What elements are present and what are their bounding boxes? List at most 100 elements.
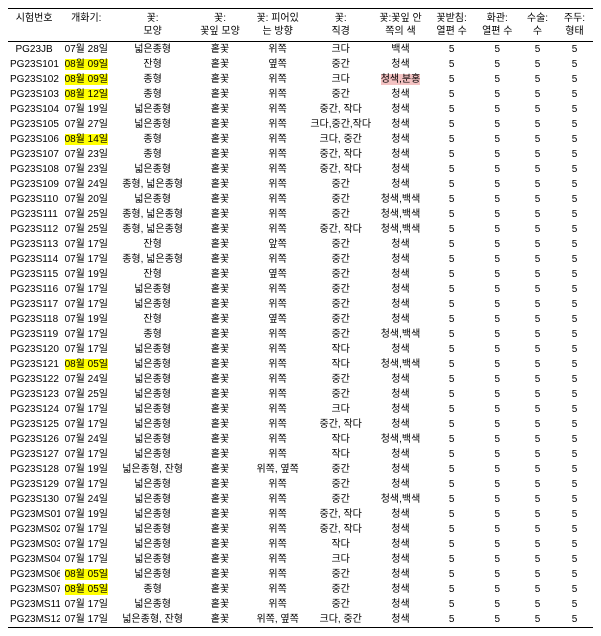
cell: 5: [428, 252, 476, 267]
cell: PG23S130: [8, 492, 60, 507]
cell: 08월 05일: [60, 582, 112, 597]
cell: 5: [428, 267, 476, 282]
cell: PG23S102: [8, 72, 60, 87]
cell: 5: [519, 477, 556, 492]
cell: 잔형: [112, 57, 192, 72]
cell: 종형: [112, 582, 192, 597]
cell: 07월 17일: [60, 342, 112, 357]
cell: 위쪽: [247, 597, 308, 612]
cell: 위쪽: [247, 117, 308, 132]
cell: 종형, 넓은종형: [112, 207, 192, 222]
cell: 5: [556, 282, 593, 297]
cell: 08월 09일: [60, 72, 112, 87]
cell: 종형, 넓은종형: [112, 222, 192, 237]
cell: 5: [428, 432, 476, 447]
cell: 위쪽: [247, 522, 308, 537]
cell: 5: [428, 237, 476, 252]
cell: 위쪽: [247, 432, 308, 447]
cell: 5: [519, 177, 556, 192]
cell: 중간: [308, 492, 373, 507]
cell: 08월 05일: [60, 567, 112, 582]
cell: 5: [476, 117, 519, 132]
cell: 5: [428, 342, 476, 357]
cell: 청색: [373, 447, 427, 462]
cell: 홑꽃: [193, 447, 247, 462]
cell: 위쪽: [247, 477, 308, 492]
cell: 위쪽: [247, 552, 308, 567]
cell: 크다,중간,작다: [308, 117, 373, 132]
cell: 위쪽: [247, 297, 308, 312]
cell: PG23S103: [8, 87, 60, 102]
cell: 5: [556, 597, 593, 612]
cell: 작다: [308, 432, 373, 447]
cell: 5: [428, 522, 476, 537]
table-row: PG23S11607월 17일넓은종형홑꽃위쪽중간청색5555: [8, 282, 593, 297]
cell: 5: [476, 357, 519, 372]
cell: 5: [476, 192, 519, 207]
cell: 넓은종형: [112, 297, 192, 312]
cell: 홑꽃: [193, 192, 247, 207]
cell: 청색,백색: [373, 192, 427, 207]
cell: 5: [428, 312, 476, 327]
cell: 5: [519, 447, 556, 462]
cell: 5: [519, 387, 556, 402]
cell: 5: [519, 42, 556, 58]
cell: 5: [556, 252, 593, 267]
cell: 5: [428, 597, 476, 612]
cell: 위쪽: [247, 582, 308, 597]
cell: 5: [476, 582, 519, 597]
cell: 청색: [373, 567, 427, 582]
cell: 넓은종형: [112, 492, 192, 507]
cell: 홑꽃: [193, 57, 247, 72]
cell: 중간: [308, 252, 373, 267]
cell: 5: [428, 537, 476, 552]
cell: 청색: [373, 462, 427, 477]
cell: 위쪽: [247, 492, 308, 507]
cell: 5: [519, 327, 556, 342]
cell: 넓은종형: [112, 477, 192, 492]
cell: PG23MS12: [8, 612, 60, 628]
cell: 5: [476, 567, 519, 582]
cell: 홑꽃: [193, 327, 247, 342]
table-row: PG23S12407월 17일넓은종형홑꽃위쪽크다청색5555: [8, 402, 593, 417]
col-header-4: 꽃: 피어있는 방향: [247, 9, 308, 42]
cell: 5: [519, 267, 556, 282]
col-header-5: 꽃:직경: [308, 9, 373, 42]
cell: 07월 23일: [60, 147, 112, 162]
cell: 5: [428, 477, 476, 492]
cell: 5: [476, 327, 519, 342]
cell: PG23S104: [8, 102, 60, 117]
cell: 크다, 중간: [308, 132, 373, 147]
cell: 5: [519, 597, 556, 612]
cell: 5: [428, 357, 476, 372]
cell: 5: [519, 117, 556, 132]
cell: 5: [556, 417, 593, 432]
cell: 07월 17일: [60, 477, 112, 492]
cell: PG23MS03: [8, 537, 60, 552]
cell: 07월 24일: [60, 372, 112, 387]
cell: 홑꽃: [193, 597, 247, 612]
cell: PG23S109: [8, 177, 60, 192]
table-row: PG23S11807월 19일잔형홑꽃옆쪽중간청색5555: [8, 312, 593, 327]
cell: 5: [519, 162, 556, 177]
cell: 5: [519, 57, 556, 72]
col-header-9: 수술:수: [519, 9, 556, 42]
cell: 홑꽃: [193, 177, 247, 192]
cell: 5: [556, 72, 593, 87]
cell: 위쪽: [247, 357, 308, 372]
table-row: PG23S11507월 19일잔형홑꽃옆쪽중간청색5555: [8, 267, 593, 282]
cell: PG23S118: [8, 312, 60, 327]
cell: 5: [428, 567, 476, 582]
cell: PG23MS06: [8, 567, 60, 582]
cell: 청색: [373, 117, 427, 132]
cell: 작다: [308, 537, 373, 552]
cell: PG23S110: [8, 192, 60, 207]
col-header-10: 주두:형태: [556, 9, 593, 42]
col-header-8: 화관:열편 수: [476, 9, 519, 42]
cell: 5: [519, 282, 556, 297]
cell: PG23MS02: [8, 522, 60, 537]
cell: 청색: [373, 162, 427, 177]
cell: 크다: [308, 72, 373, 87]
cell: 5: [519, 432, 556, 447]
cell: 넓은종형: [112, 372, 192, 387]
